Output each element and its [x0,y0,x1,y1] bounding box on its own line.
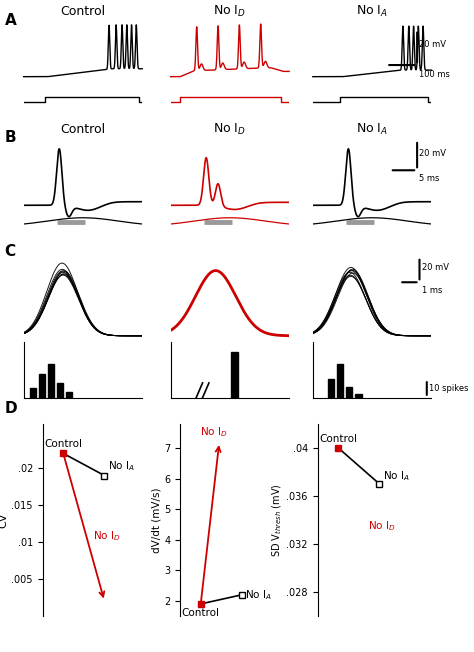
Bar [39,374,45,398]
Text: 5 ms: 5 ms [419,174,440,183]
Text: 10 spikes: 10 spikes [428,384,468,393]
Bar [346,387,353,398]
Text: Control: Control [319,434,357,444]
Text: No I$_D$: No I$_D$ [200,425,228,439]
Y-axis label: dV/dt (mV/s): dV/dt (mV/s) [151,487,161,553]
Text: C: C [5,244,16,259]
Text: 20 mV: 20 mV [419,149,447,158]
Y-axis label: SD V$_{thresh}$ (mV): SD V$_{thresh}$ (mV) [270,483,283,557]
Bar [328,379,334,398]
Title: No I$_D$: No I$_D$ [213,122,246,137]
Text: Control: Control [44,439,82,449]
Text: No I$_D$: No I$_D$ [368,519,396,533]
Text: No I$_A$: No I$_A$ [245,588,272,602]
Bar [355,394,362,398]
Text: No I$_A$: No I$_A$ [108,460,135,473]
Y-axis label: CV: CV [0,512,9,527]
Text: D: D [5,401,18,416]
Text: 1 ms: 1 ms [422,286,442,295]
Text: B: B [5,130,17,145]
Bar [48,364,54,398]
Title: No I$_A$: No I$_A$ [356,122,388,137]
Title: No I$_D$: No I$_D$ [213,5,246,20]
Title: Control: Control [60,5,106,18]
Title: Control: Control [60,123,106,136]
Bar [66,392,73,398]
Text: A: A [5,13,17,28]
Text: No I$_A$: No I$_A$ [383,469,410,482]
Text: 20 mV: 20 mV [422,263,449,273]
Text: No I$_D$: No I$_D$ [93,529,121,543]
Text: 100 ms: 100 ms [419,70,450,79]
Text: Control: Control [182,608,220,617]
Bar [29,389,36,398]
Title: No I$_A$: No I$_A$ [356,5,388,20]
Bar [231,351,237,398]
Text: 20 mV: 20 mV [419,40,447,50]
Bar [57,383,64,398]
Bar [337,364,343,398]
